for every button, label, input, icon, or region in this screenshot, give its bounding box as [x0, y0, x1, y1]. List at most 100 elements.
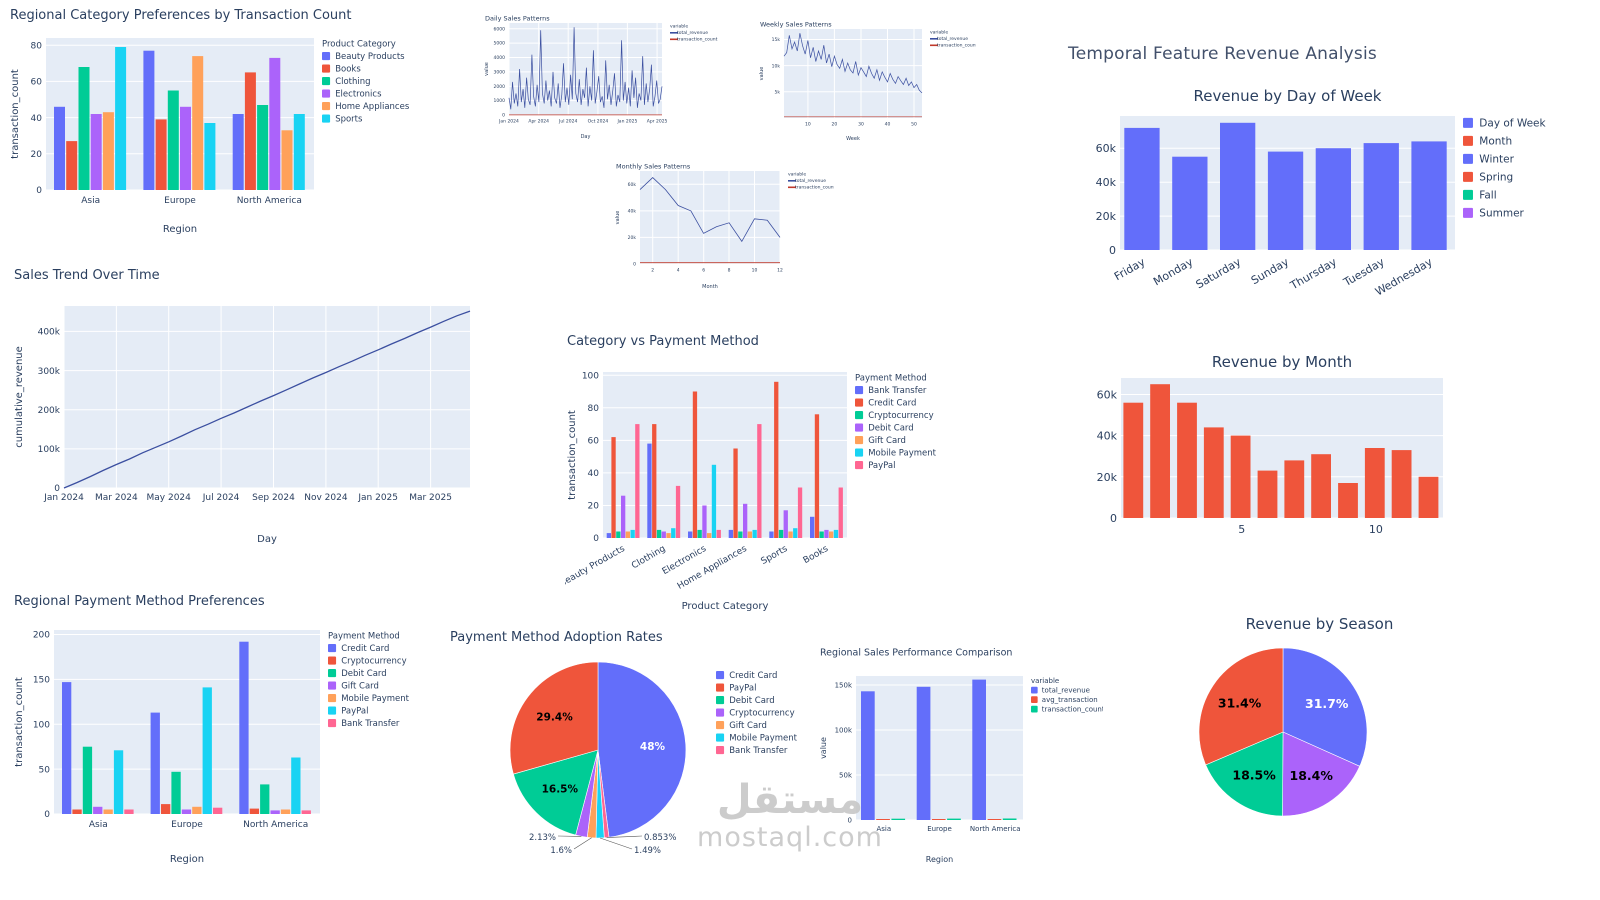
svg-text:40k: 40k — [628, 209, 637, 215]
svg-text:North America: North America — [243, 820, 308, 830]
svg-text:100: 100 — [33, 721, 50, 731]
svg-text:Apr 2024: Apr 2024 — [528, 119, 549, 125]
svg-text:0: 0 — [44, 810, 50, 820]
chart-revenue-by-day-of-week: 0 20k 40k 60k Friday Monday Saturday Sunday Thur… — [1080, 82, 1585, 312]
svg-text:Region: Region — [926, 855, 953, 864]
svg-text:50: 50 — [39, 765, 51, 775]
svg-text:0.853%: 0.853% — [644, 833, 676, 843]
svg-text:Gift Card: Gift Card — [341, 682, 379, 692]
svg-text:North America: North America — [237, 196, 302, 206]
svg-text:Beauty Products: Beauty Products — [565, 544, 627, 590]
svg-text:31.4%: 31.4% — [1218, 696, 1262, 711]
svg-text:5000: 5000 — [494, 41, 506, 47]
svg-text:0: 0 — [502, 113, 505, 119]
chart-revenue-by-season-pie-svg: 31.7% 18.4% 18.5% 31.4% Revenue by Season — [1198, 615, 1393, 817]
chart-revenue-by-season-pie: 31.7% 18.4% 18.5% 31.4% Revenue by Season — [1182, 610, 1457, 858]
svg-text:value: value — [759, 67, 765, 81]
svg-text:Asia: Asia — [876, 825, 891, 833]
chart-regional-payment-method-preferences-svg: 0 50 100 150 200 Asia Europe North America Regio… — [14, 594, 410, 865]
svg-text:Home Appliances: Home Appliances — [335, 102, 410, 112]
svg-text:60: 60 — [588, 437, 600, 447]
svg-text:Region: Region — [163, 224, 197, 235]
chart-monthly-sales-patterns-svg: 0 20k 40k 60k 2 4 6 8 10 12 Monthly Sales Patterns… — [615, 163, 834, 291]
svg-text:5k: 5k — [775, 89, 781, 95]
svg-text:Cryptocurrency: Cryptocurrency — [729, 709, 794, 719]
chart-daily-sales-patterns: 0 1000 2000 3000 4000 5000 6000 Jan 2024 Apr 202… — [483, 10, 718, 142]
svg-text:Oct 2024: Oct 2024 — [588, 119, 609, 125]
svg-text:10: 10 — [752, 268, 758, 274]
svg-text:Month: Month — [702, 284, 718, 290]
svg-text:10: 10 — [1369, 523, 1383, 536]
svg-text:Mobile Payment: Mobile Payment — [341, 694, 409, 704]
chart-monthly-sales-patterns: 0 20k 40k 60k 2 4 6 8 10 12 Monthly Sales Patterns… — [614, 158, 834, 292]
svg-text:100k: 100k — [835, 727, 853, 735]
svg-text:Debit Card: Debit Card — [729, 696, 774, 706]
svg-text:0: 0 — [848, 817, 852, 825]
svg-text:Jul 2024: Jul 2024 — [558, 119, 577, 125]
svg-text:Monday: Monday — [1151, 255, 1196, 288]
chart-category-vs-payment-method: 0 20 40 60 80 100 Beauty Products Clothing Elect… — [565, 328, 953, 613]
temporal-section-title: Temporal Feature Revenue Analysis — [1068, 44, 1377, 64]
chart-regional-sales-performance-comparison-svg: 0 50k 100k 150k Asia Europe North America Regio… — [819, 648, 1103, 865]
svg-text:Beauty Products: Beauty Products — [335, 52, 405, 62]
svg-text:transaction_count: transaction_count — [937, 43, 976, 49]
svg-text:transaction_count: transaction_count — [14, 677, 25, 767]
svg-text:Gift Card: Gift Card — [729, 721, 767, 731]
svg-text:Sports: Sports — [335, 115, 363, 125]
svg-text:Product Category: Product Category — [322, 40, 396, 50]
svg-text:12: 12 — [777, 268, 783, 274]
svg-text:Thursday: Thursday — [1287, 255, 1339, 293]
svg-text:Product Category: Product Category — [682, 601, 769, 612]
svg-text:Payment Method: Payment Method — [328, 632, 400, 642]
svg-text:variable: variable — [670, 24, 688, 30]
svg-text:300k: 300k — [38, 367, 61, 377]
svg-text:Sales Trend Over Time: Sales Trend Over Time — [14, 268, 160, 283]
svg-text:31.7%: 31.7% — [1305, 696, 1349, 711]
svg-text:cumulative_revenue: cumulative_revenue — [14, 346, 25, 448]
chart-payment-method-adoption-pie: 48% 0.853% 1.49% 1.6% 2.13% 16.5% 29.4% Payment… — [448, 624, 810, 868]
svg-text:Revenue by Day of Week: Revenue by Day of Week — [1194, 87, 1382, 105]
svg-text:Day: Day — [581, 134, 591, 140]
svg-text:2.13%: 2.13% — [529, 833, 556, 843]
chart-regional-sales-performance-comparison: 0 50k 100k 150k Asia Europe North America Regio… — [818, 642, 1103, 866]
svg-text:Bank Transfer: Bank Transfer — [868, 386, 927, 396]
svg-text:Credit Card: Credit Card — [868, 399, 916, 409]
svg-text:Sep 2024: Sep 2024 — [252, 493, 295, 503]
svg-text:transaction_count: transaction_count — [677, 37, 718, 43]
svg-text:Revenue by Month: Revenue by Month — [1212, 353, 1352, 371]
chart-weekly-sales-patterns-svg: 5k 10k 15k 10 20 30 40 50 Weekly Sales Patterns W… — [759, 21, 976, 143]
svg-text:200k: 200k — [38, 406, 61, 416]
svg-text:Regional Sales Performance Com: Regional Sales Performance Comparison — [820, 648, 1012, 659]
svg-text:Cryptocurrency: Cryptocurrency — [341, 657, 406, 667]
svg-text:40k: 40k — [1096, 176, 1117, 189]
svg-text:transaction_count: transaction_count — [567, 410, 578, 500]
svg-text:PayPal: PayPal — [868, 461, 895, 471]
svg-text:48%: 48% — [640, 741, 666, 753]
svg-text:Day of Week: Day of Week — [1479, 118, 1546, 130]
svg-text:Day: Day — [257, 534, 277, 545]
svg-text:200: 200 — [33, 631, 50, 641]
svg-text:Sunday: Sunday — [1249, 255, 1292, 287]
svg-text:Asia: Asia — [89, 820, 108, 830]
svg-text:May 2024: May 2024 — [147, 493, 192, 503]
svg-text:40k: 40k — [1097, 430, 1118, 443]
svg-text:0: 0 — [1110, 512, 1117, 525]
svg-text:total_revenue: total_revenue — [937, 36, 968, 42]
svg-text:1000: 1000 — [494, 98, 506, 104]
svg-text:50: 50 — [911, 122, 917, 128]
svg-text:4000: 4000 — [494, 55, 506, 61]
svg-text:Jan 2025: Jan 2025 — [616, 119, 637, 125]
svg-text:4: 4 — [677, 268, 680, 274]
svg-text:400k: 400k — [38, 328, 61, 338]
svg-text:Apr 2025: Apr 2025 — [647, 119, 668, 125]
svg-text:Spring: Spring — [1479, 172, 1513, 184]
svg-text:Europe: Europe — [927, 825, 952, 833]
svg-text:Daily Sales Patterns: Daily Sales Patterns — [485, 15, 550, 23]
svg-text:8: 8 — [728, 268, 731, 274]
svg-text:PayPal: PayPal — [729, 684, 756, 694]
svg-text:80: 80 — [588, 404, 600, 414]
chart-sales-trend-over-time: 0 100k 200k 300k 400k Jan 2024 Mar 2024 May 202… — [12, 262, 490, 546]
svg-text:Winter: Winter — [1479, 154, 1514, 166]
chart-revenue-by-month: 0 20k 40k 60k 5 10 Revenue by Month — [1085, 348, 1457, 546]
svg-text:variable: variable — [1031, 677, 1059, 685]
